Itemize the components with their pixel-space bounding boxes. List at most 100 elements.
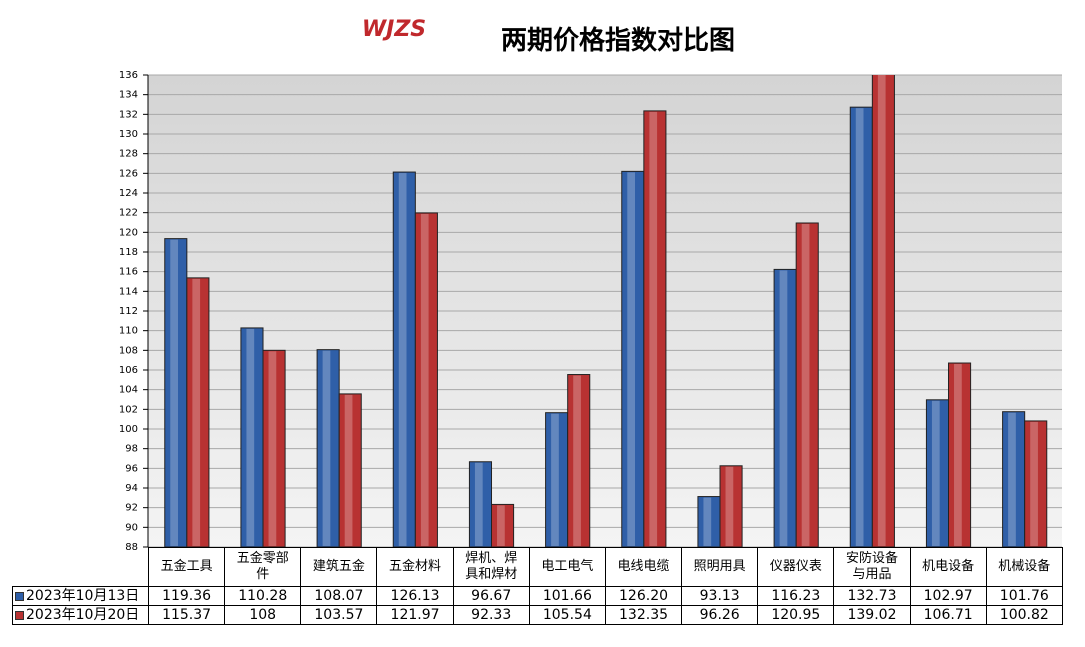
legend-label: 2023年10月13日 bbox=[26, 588, 140, 604]
bar bbox=[186, 277, 210, 547]
x-tick-label: 照明用具 bbox=[681, 547, 759, 587]
y-tick-label: 90 bbox=[125, 522, 138, 533]
bar-shine bbox=[268, 351, 277, 546]
bar-shine bbox=[573, 375, 581, 546]
y-tick-label: 122 bbox=[119, 208, 138, 219]
y-tick-label: 124 bbox=[119, 188, 138, 199]
data-label: 126.13 bbox=[376, 586, 454, 606]
logo: WJZS bbox=[362, 17, 426, 42]
data-label: 132.35 bbox=[604, 605, 683, 625]
chart-title: 两期价格指数对比图 bbox=[501, 25, 735, 56]
bar-shine bbox=[322, 350, 331, 546]
x-tick-label: 焊机、焊具和焊材 bbox=[452, 547, 530, 587]
bar-shine bbox=[474, 462, 483, 546]
bar bbox=[491, 503, 515, 547]
series-row: 2023年10月13日 119.36 110.28 108.07 126.13 96.67… bbox=[12, 586, 1063, 606]
data-label: 121.97 bbox=[376, 605, 454, 625]
x-tick-label: 建筑五金 bbox=[300, 547, 378, 587]
y-tick-label: 94 bbox=[125, 483, 138, 494]
bar bbox=[948, 362, 972, 547]
data-label: 110.28 bbox=[224, 586, 302, 606]
y-tick-label: 108 bbox=[119, 345, 138, 356]
data-label: 106.71 bbox=[909, 605, 987, 625]
y-tick-label: 110 bbox=[119, 326, 138, 337]
legend-swatch bbox=[15, 610, 24, 620]
bar-shine bbox=[246, 328, 255, 546]
data-label: 102.97 bbox=[909, 586, 987, 606]
bar bbox=[871, 75, 895, 547]
x-tick-label: 安防设备与用品 bbox=[833, 547, 911, 587]
bar-shine bbox=[192, 278, 201, 546]
y-tick-label: 132 bbox=[119, 109, 138, 120]
data-table: 五金工具 五金零部件 建筑五金 五金材料 焊机、焊具和焊材 电工电气 电线电缆 照明用具 仪器仪… bbox=[12, 547, 1063, 625]
y-tick-label: 112 bbox=[119, 306, 138, 317]
data-label: 126.20 bbox=[604, 586, 683, 606]
x-tick-label: 五金工具 bbox=[147, 547, 226, 587]
bar-shine bbox=[877, 75, 886, 546]
bar-shine bbox=[649, 111, 658, 547]
bar bbox=[567, 374, 591, 547]
y-tick-label: 100 bbox=[119, 424, 138, 435]
y-tick-label: 136 bbox=[119, 70, 138, 81]
bar bbox=[262, 349, 286, 547]
category-row: 五金工具 五金零部件 建筑五金 五金材料 焊机、焊具和焊材 电工电气 电线电缆 照明用具 仪器仪… bbox=[12, 547, 1063, 587]
y-tick-label: 96 bbox=[125, 463, 138, 474]
data-label: 119.36 bbox=[147, 586, 226, 606]
data-label: 100.82 bbox=[985, 605, 1063, 625]
y-tick-label: 120 bbox=[119, 227, 138, 238]
data-label: 105.54 bbox=[528, 605, 606, 625]
bar bbox=[1024, 420, 1048, 547]
bar bbox=[338, 393, 362, 547]
bar-shine bbox=[954, 364, 962, 546]
legend-swatch bbox=[15, 591, 24, 601]
data-label: 96.67 bbox=[452, 586, 530, 606]
bar-shine bbox=[551, 413, 559, 546]
bar-shine bbox=[855, 108, 864, 546]
x-tick-label: 仪器仪表 bbox=[757, 547, 835, 587]
data-label: 92.33 bbox=[452, 605, 530, 625]
data-label: 132.73 bbox=[833, 586, 911, 606]
y-tick-label: 134 bbox=[119, 90, 138, 101]
bar-shine bbox=[344, 394, 353, 546]
data-label: 103.57 bbox=[300, 605, 378, 625]
bar-shine bbox=[170, 239, 179, 547]
y-tick-label: 106 bbox=[119, 365, 138, 376]
bar-shine bbox=[725, 466, 734, 546]
data-label: 116.23 bbox=[757, 586, 835, 606]
legend-label: 2023年10月20日 bbox=[26, 607, 140, 623]
legend-entry: 2023年10月13日 bbox=[12, 586, 149, 606]
bar-shine bbox=[931, 400, 940, 546]
bar bbox=[414, 212, 438, 547]
bar-shine bbox=[497, 505, 505, 546]
bar-shine bbox=[398, 173, 407, 546]
bar-shine bbox=[801, 223, 810, 546]
data-label: 101.76 bbox=[985, 586, 1063, 606]
data-label: 120.95 bbox=[757, 605, 835, 625]
x-tick-label: 五金材料 bbox=[376, 547, 454, 587]
y-tick-label: 130 bbox=[119, 129, 138, 140]
data-label: 115.37 bbox=[147, 605, 226, 625]
y-tick-label: 92 bbox=[125, 503, 138, 514]
x-tick-label: 机电设备 bbox=[909, 547, 987, 587]
data-label: 108.07 bbox=[300, 586, 378, 606]
data-label: 139.02 bbox=[833, 605, 911, 625]
legend-entry: 2023年10月20日 bbox=[12, 605, 149, 625]
x-tick-label: 机械设备 bbox=[985, 547, 1063, 587]
data-label: 93.13 bbox=[681, 586, 759, 606]
series-row: 2023年10月20日 115.37 108 103.57 121.97 92.33 105… bbox=[12, 605, 1063, 625]
bar-shine bbox=[420, 213, 429, 546]
y-tick-label: 104 bbox=[119, 385, 138, 396]
y-tick-label: 116 bbox=[119, 267, 138, 278]
y-tick-label: 114 bbox=[119, 286, 138, 297]
bar bbox=[795, 222, 819, 547]
data-label: 96.26 bbox=[681, 605, 759, 625]
bar bbox=[719, 465, 743, 547]
y-tick-label: 102 bbox=[119, 404, 138, 415]
data-label: 101.66 bbox=[528, 586, 606, 606]
bar-shine bbox=[627, 172, 636, 546]
corner bbox=[12, 547, 149, 587]
y-tick-label: 126 bbox=[119, 168, 138, 179]
y-tick-label: 128 bbox=[119, 149, 138, 160]
data-label: 108 bbox=[224, 605, 302, 625]
